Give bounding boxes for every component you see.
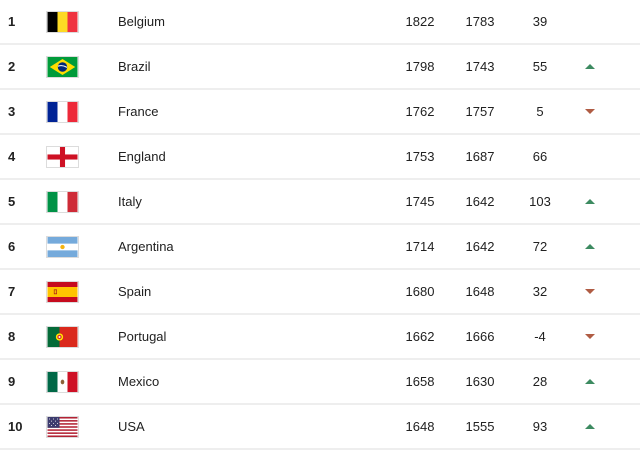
previous-points: 1555 [465,419,495,434]
previous-points: 1642 [465,194,495,209]
flag-cell [40,370,114,393]
table-row[interactable]: 8 Portugal 1662 1666 -4 [0,315,640,360]
table-row[interactable]: 1 Belgium 1822 1783 39 [0,0,640,45]
country-name: Mexico [118,374,160,389]
rank: 4 [8,149,16,164]
rank-trend [570,379,610,384]
usa-flag-icon [46,415,79,438]
belgium-flag-icon [46,10,79,33]
trend-down-icon [585,109,595,114]
trend-up-icon [585,64,595,69]
country-name: Argentina [118,239,174,254]
total-points: 1714 [405,239,435,254]
england-flag-icon [46,145,79,168]
rank-trend [570,244,610,249]
country-name: France [118,104,159,119]
table-row[interactable]: 3 France 1762 1757 5 [0,90,640,135]
total-points: 1658 [405,374,435,389]
points-change: 93 [532,419,548,434]
previous-points: 1757 [465,104,495,119]
argentina-flag-icon [46,235,79,258]
flag-cell [40,10,114,33]
points-change: -4 [534,329,546,344]
spain-flag-icon [46,280,79,303]
table-row[interactable]: 4 England 1753 1687 66 [0,135,640,180]
points-change: 55 [532,59,548,74]
total-points: 1680 [405,284,435,299]
previous-points: 1666 [465,329,495,344]
rank: 8 [8,329,16,344]
country-name: Spain [118,284,152,299]
trend-up-icon [585,379,595,384]
portugal-flag-icon [46,325,79,348]
total-points: 1762 [405,104,435,119]
rank: 2 [8,59,16,74]
rank-trend [570,424,610,429]
rank: 6 [8,239,16,254]
points-change: 28 [532,374,548,389]
points-change: 5 [536,104,544,119]
total-points: 1745 [405,194,435,209]
total-points: 1822 [405,14,435,29]
previous-points: 1642 [465,239,495,254]
rank-trend [570,199,610,204]
points-change: 66 [532,149,548,164]
points-change: 39 [532,14,548,29]
france-flag-icon [46,100,79,123]
country-name: Belgium [118,14,165,29]
country-name: USA [118,419,145,434]
rank: 5 [8,194,16,209]
table-row[interactable]: 7 Spain 1680 1648 32 [0,270,640,315]
trend-down-icon [585,289,595,294]
rank-trend [570,289,610,294]
rank: 10 [8,419,23,434]
mexico-flag-icon [46,370,79,393]
country-name: Italy [118,194,142,209]
trend-up-icon [585,244,595,249]
table-row[interactable]: 10 USA 1648 1555 93 [0,405,640,450]
flag-cell [40,145,114,168]
brazil-flag-icon [46,55,79,78]
rank: 3 [8,104,16,119]
rank-trend [570,334,610,339]
italy-flag-icon [46,190,79,213]
country-name: England [118,149,166,164]
rank: 7 [8,284,16,299]
flag-cell [40,190,114,213]
flag-cell [40,55,114,78]
trend-up-icon [585,199,595,204]
flag-cell [40,415,114,438]
trend-up-icon [585,424,595,429]
previous-points: 1783 [465,14,495,29]
country-name: Portugal [118,329,167,344]
rank: 1 [8,14,16,29]
previous-points: 1648 [465,284,495,299]
flag-cell [40,235,114,258]
previous-points: 1630 [465,374,495,389]
rank-trend [570,64,610,69]
previous-points: 1743 [465,59,495,74]
table-row[interactable]: 5 Italy 1745 1642 103 [0,180,640,225]
points-change: 72 [532,239,548,254]
flag-cell [40,325,114,348]
total-points: 1753 [405,149,435,164]
total-points: 1662 [405,329,435,344]
table-row[interactable]: 9 Mexico 1658 1630 28 [0,360,640,405]
total-points: 1648 [405,419,435,434]
previous-points: 1687 [465,149,495,164]
table-row[interactable]: 6 Argentina 1714 1642 72 [0,225,640,270]
rank-trend [570,109,610,114]
flag-cell [40,280,114,303]
table-row[interactable]: 2 Brazil 1798 1743 55 [0,45,640,90]
country-name: Brazil [118,59,151,74]
rank: 9 [8,374,16,389]
total-points: 1798 [405,59,435,74]
points-change: 103 [529,194,551,209]
trend-down-icon [585,334,595,339]
points-change: 32 [532,284,548,299]
flag-cell [40,100,114,123]
